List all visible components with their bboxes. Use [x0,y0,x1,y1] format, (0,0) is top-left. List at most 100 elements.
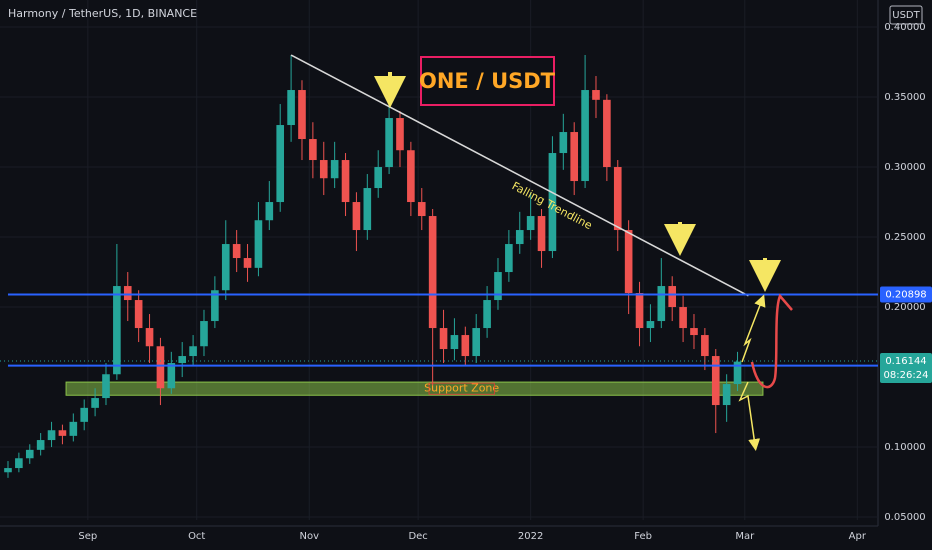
candle-body [417,202,426,217]
candle-body [200,321,208,347]
candle-body [69,421,78,436]
drawings [374,72,793,451]
candle-body [178,356,187,364]
candle-body [352,202,361,231]
candle-body [221,244,230,291]
candle-body [341,160,350,203]
y-tick-label: 0.40000 [884,22,925,33]
candle-body [189,346,197,357]
candle-body [494,272,502,301]
support-zone [65,381,764,396]
candle-body [232,244,241,259]
zone-layer [65,381,764,396]
candle-body [287,90,295,126]
candle-body [36,440,45,450]
last-price-tag [880,353,932,384]
x-tick-label: Nov [299,531,319,542]
candle-body [254,220,263,268]
candle-body [701,335,709,357]
bull-path [741,294,766,363]
currency[interactable]: USDT [892,10,920,21]
currency-box[interactable] [889,5,923,25]
candle-body [58,430,67,436]
candle-body [733,361,742,385]
support-zone-label-frame [428,382,495,395]
heading-box: ONE / USDT [419,56,556,106]
candle-body [265,202,274,221]
heading-frame [420,56,555,106]
candle-body [624,230,633,294]
y-tick-label: 0.10000 [884,442,925,453]
candle-body [134,300,143,329]
heading: ONE / USDT [419,69,556,93]
candle-body [635,293,644,329]
candle-body [15,458,23,469]
candle-body [319,160,328,179]
x-tick-label: Apr [849,531,867,542]
candle-body [592,90,600,100]
candle-body [145,328,154,347]
candle-body [450,335,459,350]
candle-body [461,335,470,357]
candle-body [711,356,720,406]
chart-title: Harmony / TetherUS, 1D, BINANCE [8,7,197,20]
candle-body [570,132,579,182]
candle-body [374,167,383,189]
x-tick-label: Feb [634,531,652,542]
x-tick-label: Mar [735,531,755,542]
candle-body [657,286,666,322]
candle-body [646,321,655,329]
x-tick-label: Dec [408,531,427,542]
candle-body [123,286,132,301]
y-tick-label: 0.25000 [884,232,925,243]
candle-body [102,374,110,399]
candle-body [211,290,219,322]
candle-body [243,258,252,268]
candle-body [537,216,546,252]
candle-body [298,90,306,140]
candle-body [47,430,56,441]
candle-body [515,230,524,245]
candle-body [439,328,448,350]
candle-body [91,398,99,408]
candle-body [276,125,285,203]
y-tick-label: 0.35000 [884,92,925,103]
y-tick-label: 0.05000 [884,512,925,523]
candle-body [167,363,176,389]
candle-body [505,244,513,273]
candle-body [679,307,687,329]
candle-body [25,449,34,459]
red-path [750,293,793,389]
candle-body [722,384,731,406]
candle-body [330,160,339,179]
candle-body [668,286,677,308]
candle-body [613,167,622,231]
level-tag [880,286,932,303]
candle-body [472,328,481,357]
level-label: 0.20898 [885,289,926,300]
candle-body [428,216,437,329]
candle-body [385,118,393,168]
x-tick-label: 2022 [518,531,543,542]
candle-body [156,346,165,389]
last-price-label: 0.16144 [885,356,926,367]
candle-body [407,150,415,203]
candles [4,55,742,478]
candle-body [581,90,589,182]
candle-body [526,216,535,231]
x-tick-label: Sep [78,531,97,542]
candle-body [483,300,491,329]
countdown: 08:26:24 [884,370,929,381]
candle-body [309,139,317,161]
candle-body [363,188,372,231]
candle-body [690,328,698,336]
x-tick-label: Oct [188,531,205,542]
candle-body [4,468,12,473]
candle-body [396,118,404,151]
candle-body [603,99,611,168]
price-axis [878,0,932,550]
candle-body [548,153,557,252]
y-tick-label: 0.30000 [884,162,925,173]
y-tick-label: 0.20000 [884,302,925,313]
